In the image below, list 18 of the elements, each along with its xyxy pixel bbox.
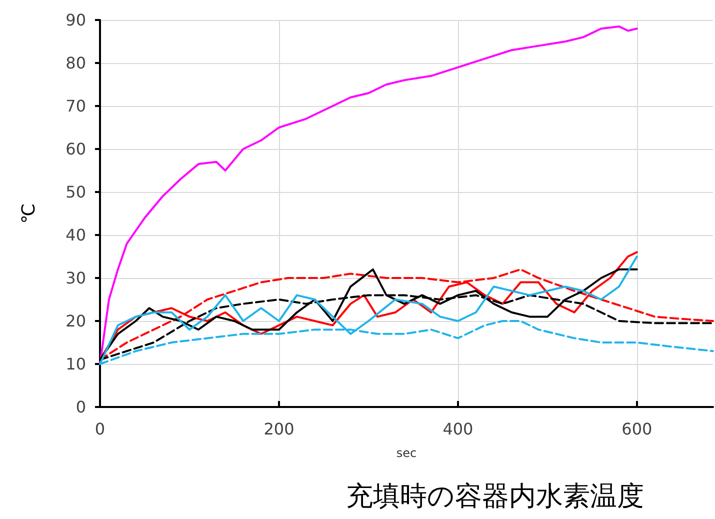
- y-tick-label: 70: [66, 96, 86, 116]
- x-tick-label: 400: [442, 420, 474, 438]
- x-axis-title: sec: [396, 446, 417, 460]
- y-tick-label: 10: [66, 354, 86, 374]
- text: 充填時の容器内水素温度: [346, 481, 644, 512]
- y-tick-label: 60: [66, 140, 86, 158]
- x-tick-label: 600: [622, 420, 652, 438]
- y-axis-title: ℃: [18, 203, 40, 224]
- y-tick-label: 80: [66, 54, 86, 72]
- y-tick-label: 50: [66, 182, 86, 202]
- y-tick-label: 40: [66, 226, 86, 244]
- y-tick-label: 30: [66, 268, 86, 288]
- x-tick-label: 200: [264, 420, 294, 438]
- y-tick-label: 90: [66, 10, 86, 30]
- y-tick-label: 0: [76, 398, 86, 416]
- y-tick-label: 20: [66, 312, 86, 330]
- line-series: [99, 25, 638, 365]
- x-tick-label: 0: [94, 420, 106, 438]
